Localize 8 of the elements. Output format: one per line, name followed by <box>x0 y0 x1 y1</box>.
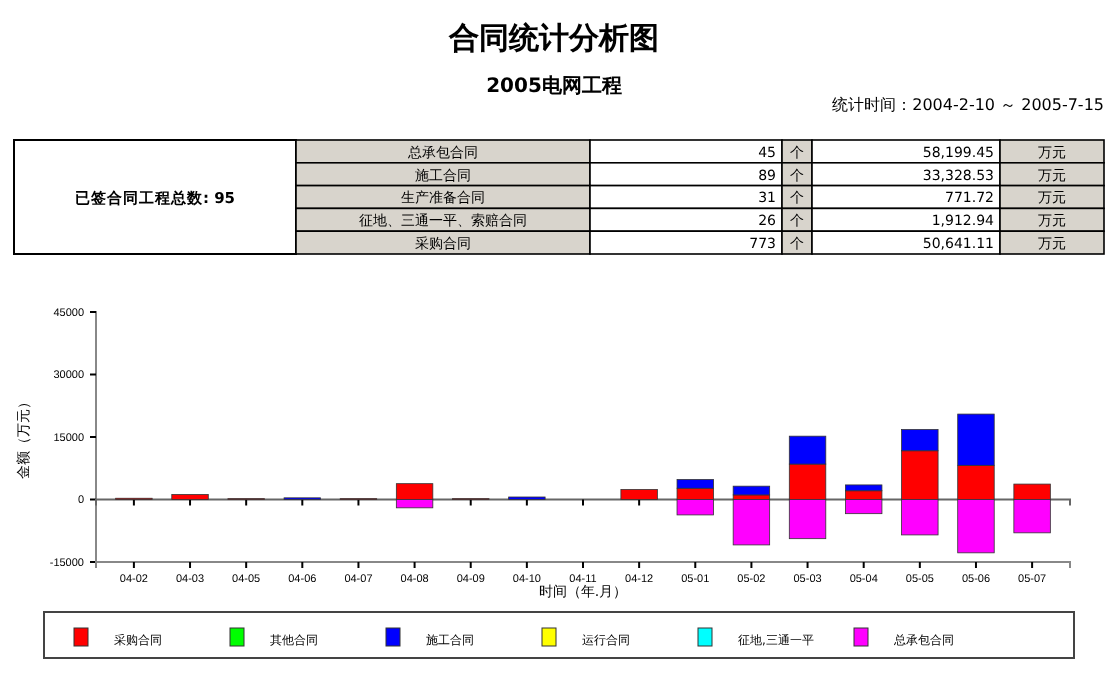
bar <box>845 499 883 515</box>
text: 统计时间：2004-2-10 ～ 2005-7-15 <box>832 96 1104 114</box>
chart-subtitle: 2005电网工程 <box>486 74 622 98</box>
bar <box>845 484 883 492</box>
bar <box>620 489 658 500</box>
bar <box>395 483 434 500</box>
chart-title: 合同统计分析图 <box>447 20 659 56</box>
bar <box>171 494 209 500</box>
